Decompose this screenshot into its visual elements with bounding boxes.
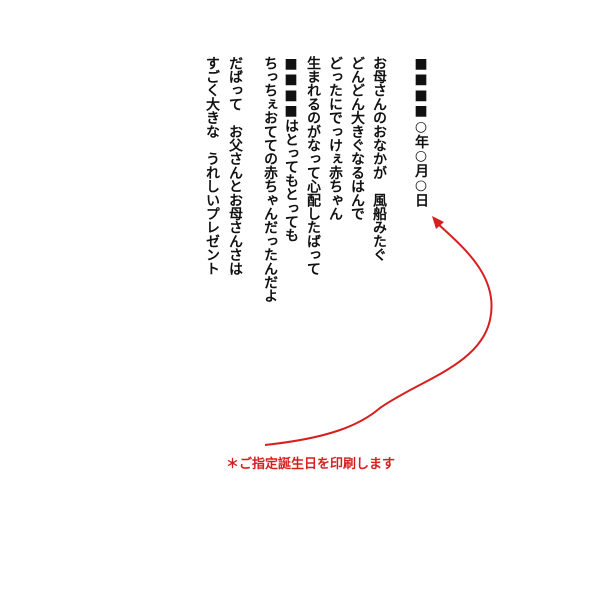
note: ＊ご指定誕生日を印刷します: [226, 457, 396, 472]
pointer-arrowhead: [432, 216, 444, 229]
poem-line: だばって お父さんとお母さんさは: [227, 56, 243, 276]
poem-line: ちっちぇおてての赤ちゃんだったんだよ: [262, 56, 278, 303]
poem-line: すごく大きな うれしいプレゼント: [204, 56, 220, 276]
poem-line: お母さんのおなかが 風船みたぐ: [371, 56, 387, 262]
pointer-curve: [264, 221, 493, 446]
poem-line: ■■■■はとってもとっても: [283, 56, 299, 243]
poem-line: 生まれるのがなって心配したばって: [305, 56, 321, 276]
date-line: ■■■■○年○月○日: [413, 56, 429, 208]
poem-line: どったにでっけぇ赤ちゃん: [327, 56, 343, 221]
poem-line: どんどん大きぐなるはんで: [349, 56, 365, 221]
